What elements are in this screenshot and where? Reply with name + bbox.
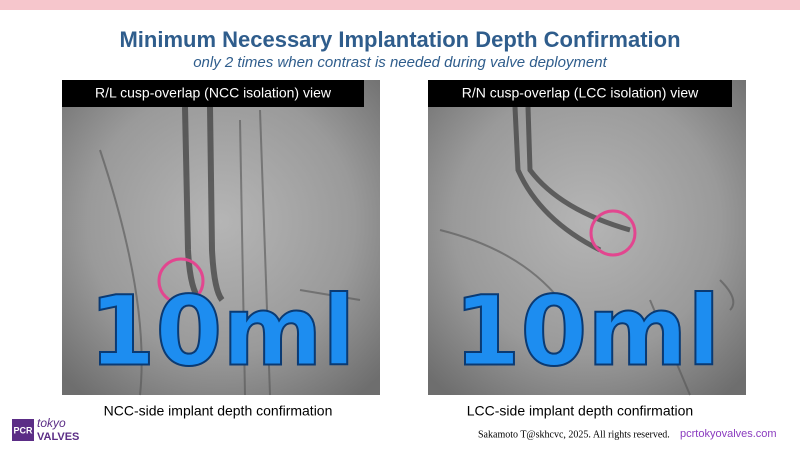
top-bar — [0, 0, 800, 10]
panel-caption: LCC-side implant depth confirmation — [467, 403, 693, 419]
volume-overlay: 10ml — [454, 275, 721, 387]
highlight-circle — [589, 209, 637, 257]
left-panel: R/L cusp-overlap (NCC isolation) view 10… — [62, 80, 380, 419]
title: Minimum Necessary Implantation Depth Con… — [119, 27, 680, 52]
panel-label-bg — [428, 80, 732, 107]
highlight-circle — [157, 257, 205, 305]
right-panel: R/N cusp-overlap (LCC isolation) view 10… — [428, 80, 746, 419]
logo-line2: VALVES — [37, 431, 79, 443]
panel-label-bg — [62, 80, 364, 107]
logo-line1: tokyo — [37, 416, 66, 430]
url: pcrtokyovalves.com — [680, 428, 777, 440]
logo-box — [12, 419, 34, 441]
fluoro-image — [428, 80, 746, 395]
panel-caption: NCC-side implant depth confirmation — [104, 403, 333, 419]
volume-overlay: 10ml — [89, 275, 356, 387]
subtitle: only 2 times when contrast is needed dur… — [193, 54, 607, 71]
panel-label: R/N cusp-overlap (LCC isolation) view — [462, 85, 699, 101]
fluoro-image — [62, 80, 380, 395]
copyright: Sakamoto T@skhcvc, 2025. All rights rese… — [478, 429, 670, 440]
logo: PCR tokyo VALVES — [12, 416, 79, 443]
logo-mark: PCR — [13, 425, 33, 435]
panel-label: R/L cusp-overlap (NCC isolation) view — [95, 85, 332, 101]
